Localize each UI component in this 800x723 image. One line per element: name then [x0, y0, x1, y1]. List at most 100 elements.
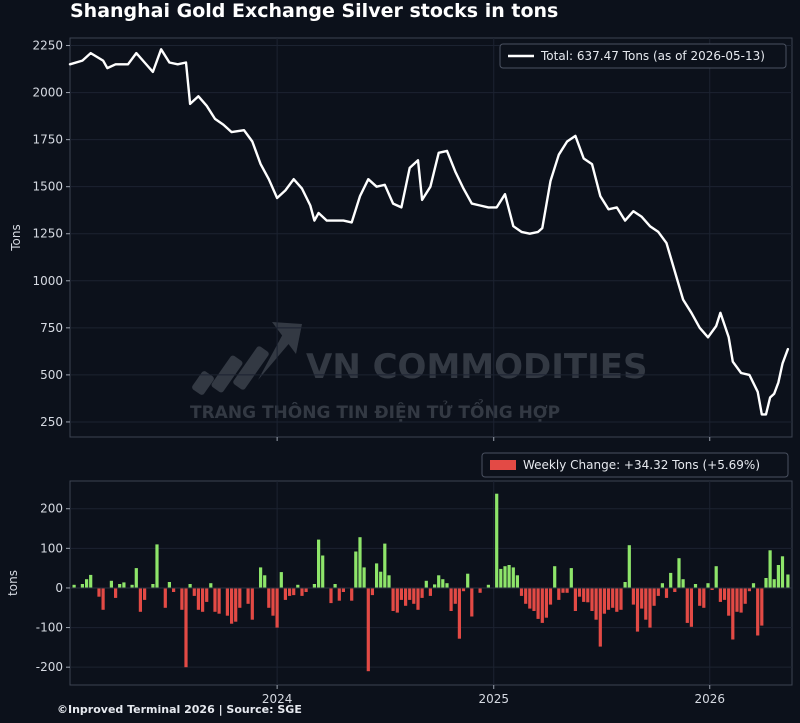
bar-positive [424, 580, 428, 588]
bar-negative [196, 588, 200, 610]
bar-positive [118, 584, 122, 588]
bar-negative [756, 588, 760, 636]
bar-negative [544, 588, 548, 618]
bar-positive [122, 582, 126, 588]
bar-positive [89, 574, 93, 588]
bar-positive [333, 584, 337, 588]
bar-negative [743, 588, 747, 604]
bars [72, 493, 790, 672]
bar-positive [85, 579, 89, 588]
bar-negative [565, 588, 569, 593]
bar-negative [611, 588, 615, 608]
bar-negative [271, 588, 275, 616]
bar-positive [677, 558, 681, 588]
bar-positive [503, 566, 507, 588]
bar-positive [751, 583, 756, 588]
bar-negative [710, 588, 714, 590]
bar-negative [640, 588, 644, 609]
bar-negative [391, 588, 395, 611]
bar-positive [511, 567, 515, 588]
bar-negative [760, 588, 764, 626]
bar-negative [586, 588, 590, 603]
bar-positive [437, 575, 441, 588]
line-chart-panel: 250 500 750 1000 1250 1500 1750 2000 2250 Tons Tot… [9, 37, 793, 441]
bar-negative [582, 588, 586, 602]
bar-negative [594, 588, 598, 620]
bar-negative [329, 588, 333, 604]
y-tick-label: 500 [40, 368, 63, 382]
bar-negative [739, 588, 743, 613]
bar-positive [780, 556, 785, 588]
bar-negative [230, 588, 234, 624]
bar-positive [627, 545, 631, 588]
bar-positive [768, 550, 772, 588]
bar-negative [689, 588, 693, 627]
bar-negative [246, 588, 250, 604]
bar-chart-panel: -200 -100 0 100 200 2024 2025 2026 tons Weekly Ch… [6, 452, 793, 706]
bar-negative [420, 588, 424, 598]
bar-positive [693, 584, 698, 588]
bar-positive [167, 582, 171, 588]
bar-positive [495, 493, 499, 588]
bar-positive [507, 565, 511, 588]
bar-negative [143, 588, 147, 600]
bar-positive [279, 572, 283, 588]
bar-negative [184, 588, 188, 668]
bar-negative [615, 588, 619, 612]
series-line-total [68, 48, 790, 416]
bar-negative [172, 588, 176, 592]
bar-positive [209, 583, 213, 588]
bar-negative [573, 588, 577, 611]
bar-positive [379, 571, 383, 588]
y-axis-label: Tons [9, 224, 23, 252]
bar-negative [635, 588, 640, 632]
bar-positive [130, 584, 134, 588]
bar-negative [532, 588, 536, 611]
bar-negative [602, 588, 606, 614]
bar-negative [673, 588, 677, 592]
bar-negative [180, 588, 184, 610]
bar-negative [366, 588, 370, 672]
bar-positive [569, 568, 573, 588]
bar-negative [399, 588, 403, 600]
bar-negative [577, 588, 582, 597]
bar-positive [321, 555, 325, 588]
bar-negative [97, 588, 101, 597]
bar-negative [304, 588, 308, 592]
y-tick-label: 1500 [32, 180, 63, 194]
bar-positive [72, 584, 76, 588]
y-tick-label: 2250 [32, 39, 63, 53]
bar-negative [652, 588, 656, 606]
bar-negative [416, 588, 420, 610]
bar-negative [598, 588, 602, 647]
bar-negative [217, 588, 221, 614]
bar-positive [188, 584, 192, 588]
bar-positive [362, 567, 366, 588]
legend-box [499, 43, 787, 69]
bar-negative [590, 588, 594, 611]
bar-negative [606, 588, 611, 610]
bar-negative [619, 588, 623, 610]
y-tick-label: -100 [36, 621, 63, 635]
bar-positive [387, 575, 391, 588]
bar-negative [192, 588, 196, 596]
bar-negative [428, 588, 432, 596]
bar-negative [718, 588, 722, 602]
watermark-title: VN COMMODITIES [306, 347, 647, 387]
bar-negative [114, 588, 118, 598]
bar-positive [660, 583, 664, 588]
bar-positive [772, 579, 776, 588]
bar-positive [714, 566, 718, 588]
x-tick-label: 2026 [694, 692, 725, 706]
bar-negative [370, 588, 374, 596]
y-tick-label: 2000 [32, 86, 63, 100]
legend-entry-weekly-change: Weekly Change: +34.32 Tons (+5.69%) [523, 458, 760, 472]
bar-negative [631, 588, 635, 605]
bar-negative [292, 588, 296, 596]
bar-negative [300, 588, 304, 596]
bar-negative [250, 588, 254, 620]
bar-negative [457, 588, 461, 639]
bar-negative [698, 588, 702, 606]
watermark-subtitle: TRANG THÔNG TIN ĐIỆN TỬ TỔNG HỢP [190, 398, 560, 423]
